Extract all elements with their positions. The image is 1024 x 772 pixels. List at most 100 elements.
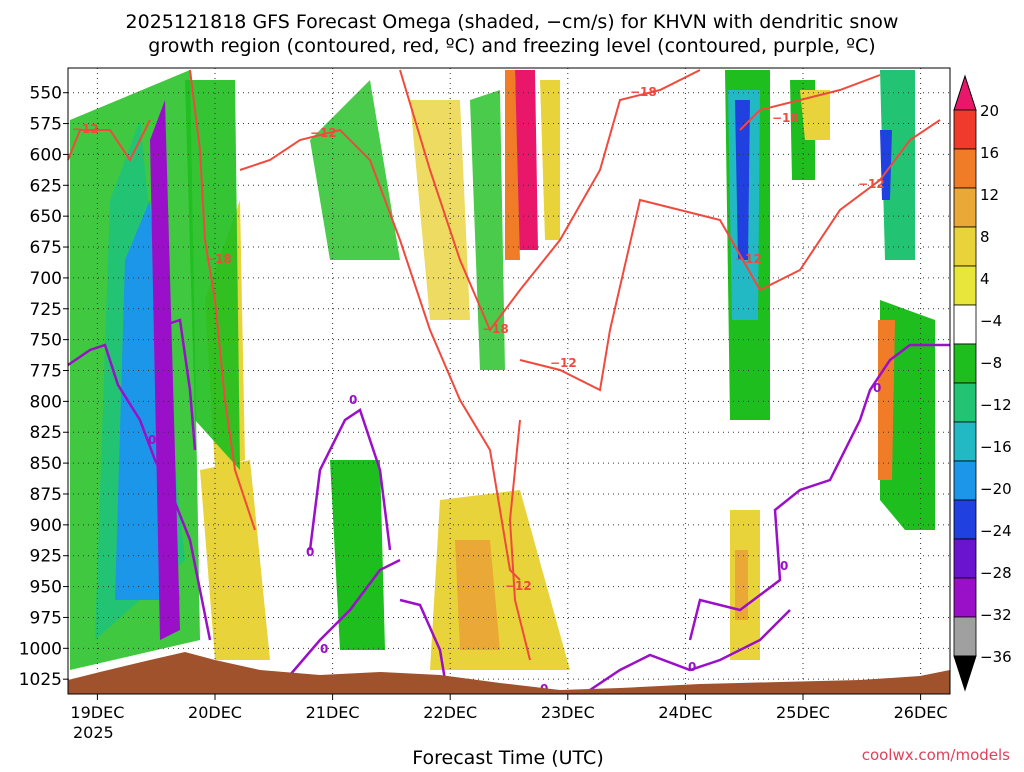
colorbar-cap-top	[953, 74, 977, 111]
shade-purple-left	[150, 100, 180, 640]
colorbar-swatch	[953, 187, 977, 228]
colorbar-label: −8	[980, 354, 1002, 372]
colorbar-label: −36	[980, 648, 1012, 666]
y-tick-label: 700	[30, 269, 62, 289]
x-axis-label: Forecast Time (UTC)	[412, 747, 603, 768]
purple-contour-line	[589, 609, 791, 692]
shade-orange-upper	[505, 70, 520, 260]
colorbar-label: −20	[980, 480, 1012, 498]
y-tick-label: 675	[30, 238, 62, 258]
y-tick-label: 775	[30, 362, 62, 382]
colorbar-swatch	[953, 109, 977, 150]
shade-green-21dec	[330, 460, 385, 650]
shade-green-26dec	[880, 70, 915, 260]
shade-blue-26dec	[880, 130, 892, 200]
chart-title-line1: 2025121818 GFS Forecast Omega (shaded, −…	[126, 11, 899, 33]
y-tick-label: 925	[30, 547, 62, 567]
y-axis: 550 575 600 625 650 675 700 725 750 775 800 825 850 8…	[19, 84, 68, 690]
colorbar-label: −16	[980, 438, 1012, 456]
red-contour-line	[399, 69, 701, 332]
colorbar-swatch	[953, 460, 977, 501]
gridlines	[68, 68, 950, 694]
y-tick-label: 825	[30, 423, 62, 443]
colorbar-label: −24	[980, 522, 1012, 540]
colorbar-label: 12	[980, 186, 999, 204]
purple-contour-line	[399, 598, 447, 681]
colorbar-label: −4	[980, 312, 1002, 330]
colorbar-swatch	[953, 616, 977, 657]
y-tick-label: 750	[30, 331, 62, 351]
purple-contour-label: 0	[349, 393, 357, 407]
red-contour-label: −12	[550, 356, 577, 370]
shade-magenta-upper	[515, 70, 538, 250]
colorbar-swatch	[953, 382, 977, 423]
colorbar-swatch	[953, 499, 977, 540]
chart-title-line2: growth region (contoured, red, ºC) and f…	[148, 35, 875, 57]
y-tick-label: 650	[30, 207, 62, 227]
terrain-surface	[68, 652, 950, 694]
y-tick-label: 950	[30, 578, 62, 598]
red-contour-label: −12	[310, 126, 337, 140]
purple-contour-label: 0	[148, 433, 156, 447]
colorbar-swatch	[953, 421, 977, 462]
plot-border	[67, 67, 951, 695]
y-tick-label: 875	[30, 485, 62, 505]
red-contour-line	[67, 119, 151, 162]
purple-contour-line	[164, 318, 197, 451]
red-contour-label: −18	[630, 85, 657, 99]
colorbar-label: −12	[980, 396, 1012, 414]
colorbar-swatch	[953, 226, 977, 267]
purple-contour-line	[289, 558, 401, 676]
colorbar-cap-bottom	[953, 655, 977, 692]
y-tick-label: 850	[30, 454, 62, 474]
colorbar: 20 16 12 8 4 −4 −8 −12 −16 −20 −24 −28 −32 −36	[953, 74, 1012, 692]
x-tick-label: 19DEC	[70, 703, 124, 722]
y-tick-label: 575	[30, 115, 62, 135]
colorbar-label: −28	[980, 564, 1012, 582]
y-tick-label: 975	[30, 608, 62, 628]
red-contour-line	[519, 119, 941, 392]
shade-orange-22dec	[455, 540, 500, 650]
colorbar-swatch	[953, 538, 977, 579]
shade-blue-24dec	[735, 100, 750, 260]
colorbar-label: 8	[980, 228, 990, 246]
y-tick-label: 800	[30, 392, 62, 412]
shade-yellow-upper	[540, 80, 560, 240]
purple-contour-label: 0	[320, 642, 328, 656]
x-tick-year: 2025	[73, 723, 114, 742]
red-contour-labels: −12 −12 −18 −18 −18 −12 −12 −18 −12 −12	[72, 85, 885, 593]
x-tick-label: 22DEC	[423, 703, 477, 722]
shade-green-20dec	[185, 80, 240, 470]
shade-yellow-left	[200, 460, 270, 660]
red-contour-line	[239, 128, 521, 581]
credit-text: coolwx.com/models	[862, 746, 1010, 764]
x-tick-label: 20DEC	[188, 703, 242, 722]
y-tick-label: 900	[30, 516, 62, 536]
x-tick-label: 23DEC	[541, 703, 595, 722]
red-contour-label: −12	[858, 177, 885, 191]
x-tick-label: 25DEC	[776, 703, 830, 722]
red-contour-label: −12	[72, 122, 99, 136]
colorbar-label: 16	[980, 144, 999, 162]
colorbar-swatch	[953, 304, 977, 345]
red-contour-label: −18	[205, 252, 232, 266]
shade-green-upper2	[470, 90, 505, 370]
red-contour-label: −12	[735, 252, 762, 266]
purple-contour-label: 0	[780, 559, 788, 573]
x-axis: 19DEC 20DEC 21DEC 22DEC 23DEC 24DEC 25DEC 26DEC	[70, 694, 948, 722]
shade-orange-24dec	[735, 550, 748, 620]
x-tick-label: 21DEC	[306, 703, 360, 722]
red-contour-line	[739, 74, 881, 131]
x-tick-label: 24DEC	[658, 703, 712, 722]
colorbar-swatch	[953, 343, 977, 384]
purple-contour-line	[308, 408, 392, 551]
red-contour-label: −18	[772, 111, 799, 125]
colorbar-swatch	[953, 148, 977, 189]
purple-contour-label: 0	[306, 545, 314, 559]
colorbar-swatch	[953, 577, 977, 618]
colorbar-label: 4	[980, 270, 990, 288]
omega-shading	[70, 70, 935, 670]
y-tick-label: 1025	[19, 670, 62, 690]
purple-contour-label: 0	[688, 660, 696, 674]
